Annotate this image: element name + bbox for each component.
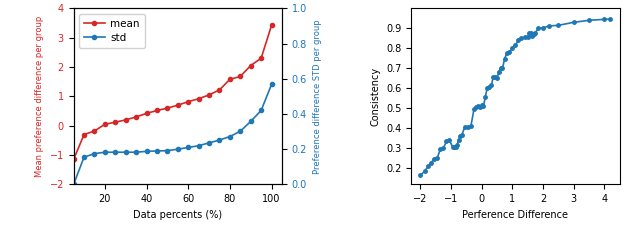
Line: mean: mean: [72, 23, 274, 162]
std: [164, 149, 172, 152]
mean: [153, 109, 161, 112]
mean: [195, 97, 202, 100]
std: [80, 156, 88, 159]
std: [101, 151, 109, 154]
mean: [174, 104, 182, 107]
std: [91, 152, 99, 155]
std: [195, 144, 202, 147]
Y-axis label: Mean preference difference per group: Mean preference difference per group: [35, 16, 44, 177]
std: [184, 146, 192, 149]
mean: [226, 78, 234, 81]
Y-axis label: Preference difference STD per group: Preference difference STD per group: [312, 19, 322, 174]
Y-axis label: Consistency: Consistency: [371, 67, 381, 126]
X-axis label: Perference Difference: Perference Difference: [462, 210, 568, 220]
std: [205, 141, 213, 144]
std: [216, 139, 223, 142]
mean: [143, 112, 150, 115]
Legend: mean, std: mean, std: [79, 14, 145, 48]
Line: std: std: [72, 82, 274, 187]
std: [174, 148, 182, 151]
mean: [70, 158, 77, 161]
mean: [80, 133, 88, 136]
mean: [205, 94, 213, 96]
std: [70, 183, 77, 186]
mean: [247, 64, 255, 67]
std: [226, 135, 234, 138]
std: [247, 120, 255, 123]
mean: [111, 121, 119, 124]
std: [122, 151, 129, 154]
mean: [216, 89, 223, 91]
std: [153, 149, 161, 152]
mean: [91, 130, 99, 133]
mean: [257, 57, 265, 60]
mean: [268, 24, 275, 27]
mean: [122, 119, 129, 121]
std: [132, 151, 140, 154]
mean: [132, 115, 140, 118]
std: [236, 130, 244, 133]
mean: [184, 100, 192, 103]
mean: [101, 123, 109, 126]
X-axis label: Data percents (%): Data percents (%): [133, 210, 222, 220]
std: [111, 151, 119, 154]
std: [268, 83, 275, 86]
mean: [236, 75, 244, 78]
std: [257, 109, 265, 112]
mean: [164, 107, 172, 109]
std: [143, 150, 150, 153]
